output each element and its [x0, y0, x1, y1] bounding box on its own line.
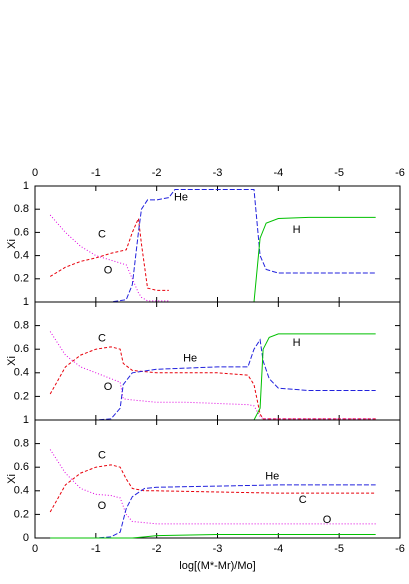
series-label: O [323, 514, 332, 526]
series-line [49, 464, 376, 513]
series-line [49, 214, 169, 302]
x-tick-label: -3 [213, 167, 223, 179]
x-tick-label: -6 [395, 543, 405, 555]
series-label: H [293, 337, 301, 349]
y-tick-label: 0.6 [14, 461, 29, 473]
series-label: O [98, 500, 107, 512]
series-label: O [104, 381, 113, 393]
series-line [50, 188, 376, 303]
y-tick-label: 1 [23, 414, 29, 426]
series-label: He [183, 353, 197, 365]
series-line [50, 338, 376, 421]
series-label: He [265, 471, 279, 483]
series-label: H [293, 224, 301, 236]
x-tick-label: -5 [334, 543, 344, 555]
plot-frame [34, 185, 401, 303]
y-tick-label: 0.4 [14, 485, 29, 497]
series-label: C [98, 332, 106, 344]
x-tick-label: 0 [32, 167, 38, 179]
series-label: C [299, 494, 307, 506]
series-line [50, 533, 376, 539]
y-tick-label: 0.2 [14, 508, 29, 520]
series-line [49, 216, 169, 291]
y-axis-label: Xi [6, 239, 18, 249]
series-line [50, 333, 376, 421]
y-tick-label: 0.8 [14, 438, 29, 450]
series-line [49, 331, 376, 420]
series-label: C [98, 449, 106, 461]
series-label: C [98, 229, 106, 241]
x-axis-label: log[(M*-Mr)/Mo] [179, 560, 255, 572]
x-tick-label: -5 [334, 167, 344, 179]
plot-frame [34, 301, 401, 421]
series-line [49, 346, 376, 420]
y-tick-label: 0 [23, 532, 29, 544]
x-tick-label: -1 [91, 543, 101, 555]
x-tick-label: -2 [152, 167, 162, 179]
y-tick-label: 0.2 [14, 390, 29, 402]
y-axis-label: Xi [6, 356, 18, 366]
y-tick-label: 0.4 [14, 367, 29, 379]
x-tick-label: -4 [273, 543, 283, 555]
x-tick-label: -2 [152, 543, 162, 555]
series-label: He [174, 192, 188, 204]
y-tick-label: 0.2 [14, 273, 29, 285]
y-axis-label: Xi [6, 474, 18, 484]
x-tick-label: -6 [395, 167, 405, 179]
plot-frame [34, 419, 401, 539]
y-tick-label: 0.8 [14, 320, 29, 332]
series-label: O [104, 265, 113, 277]
y-tick-label: 0.4 [14, 250, 29, 262]
x-tick-label: 0 [32, 543, 38, 555]
x-tick-label: -3 [213, 543, 223, 555]
y-tick-label: 0.8 [14, 203, 29, 215]
y-tick-label: 0.6 [14, 226, 29, 238]
y-tick-label: 0.6 [14, 343, 29, 355]
x-tick-label: -4 [273, 167, 283, 179]
y-tick-label: 1 [23, 296, 29, 308]
x-tick-label: -1 [91, 167, 101, 179]
y-tick-label: 1 [23, 180, 29, 192]
